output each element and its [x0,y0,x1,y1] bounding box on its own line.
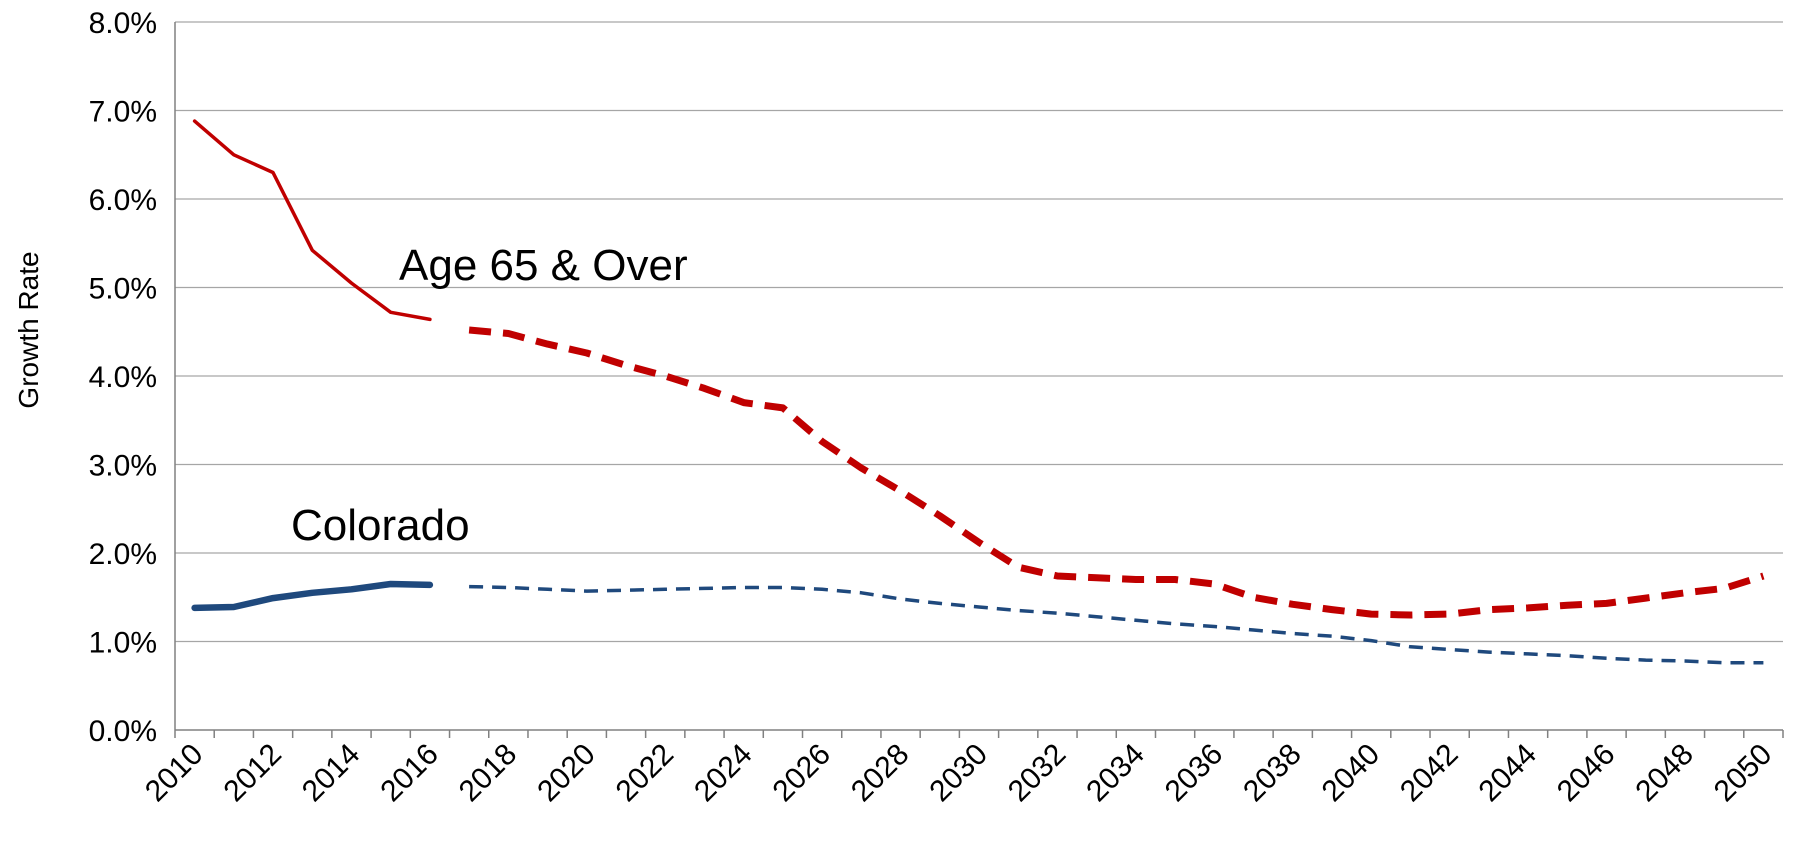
x-tick-label: 2022 [610,738,681,809]
x-tick-label: 2018 [453,738,524,809]
x-tick-label: 2030 [923,738,994,809]
x-tick-label: 2048 [1629,738,1700,809]
y-tick-label: 3.0% [89,450,157,483]
axes [174,22,1784,738]
gridlines [175,21,1783,643]
y-tick-label: 0.0% [89,715,157,748]
series-line-colorado-actual [191,580,434,612]
x-tick-label: 2038 [1237,738,1308,809]
y-tick-label: 6.0% [89,184,157,217]
x-tick-label: 2036 [1159,738,1230,809]
x-tick-label: 2026 [767,738,838,809]
y-axis-title: Growth Rate [13,251,44,408]
x-tick-label: 2016 [374,738,445,809]
series-lines [191,119,1765,665]
x-axis-tick-labels: 2010 2012 2014 2016 2018 2020 2022 2024 2026 2028… [139,738,1778,809]
y-tick-label: 7.0% [89,96,157,129]
series-label-colorado: Colorado [291,501,470,550]
x-tick-label: 2014 [296,738,367,809]
x-tick-label: 2044 [1472,738,1543,809]
series-line-age-65-over-actual [192,119,432,322]
x-tick-label: 2010 [139,738,210,809]
series-line-colorado-forecast [469,584,1764,665]
y-tick-label: 8.0% [89,7,157,40]
x-tick-label: 2024 [688,738,759,809]
y-tick-label: 4.0% [89,361,157,394]
x-tick-label: 2020 [531,738,602,809]
x-tick-label: 2040 [1316,738,1387,809]
y-tick-label: 1.0% [89,627,157,660]
y-axis-tick-labels: 0.0% 1.0% 2.0% 3.0% 4.0% 5.0% 6.0% 7.0% 8.0% [89,7,157,748]
y-tick-label: 5.0% [89,273,157,306]
series-label-age-65-over: Age 65 & Over [399,241,688,290]
y-tick-label: 2.0% [89,538,157,571]
x-tick-label: 2012 [217,738,288,809]
x-tick-label: 2034 [1080,738,1151,809]
series-line-age-65-over-forecast [468,326,1765,619]
x-tick-label: 2028 [845,738,916,809]
x-tick-label: 2032 [1002,738,1073,809]
x-tick-label: 2046 [1551,738,1622,809]
x-tick-label: 2042 [1394,738,1465,809]
x-tick-label: 2050 [1708,738,1779,809]
